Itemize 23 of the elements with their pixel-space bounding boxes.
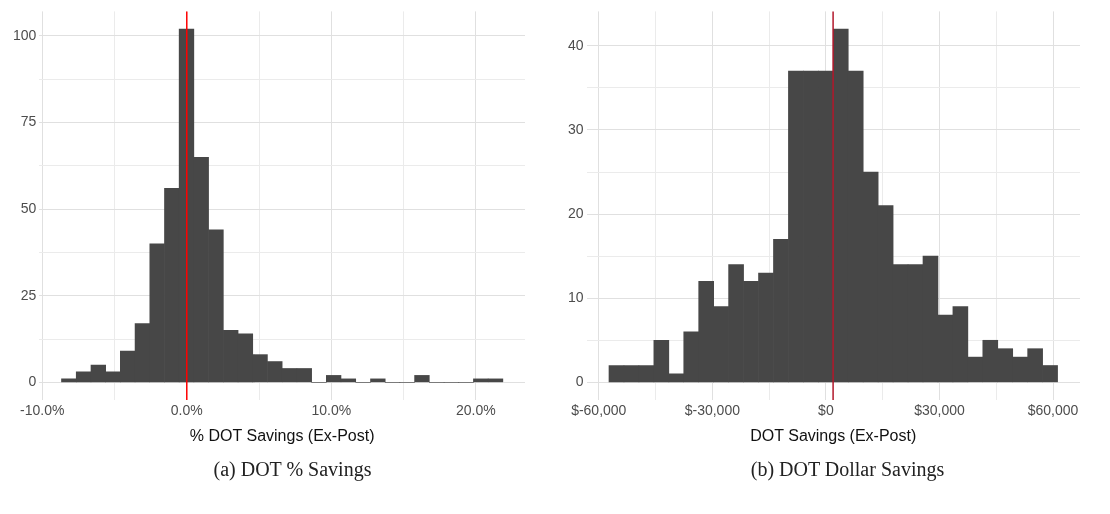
y-tick-label: 75: [20, 113, 37, 130]
text: (b) DOT Dollar Savings: [749, 458, 946, 481]
x-tick-label: -10.0%: [20, 402, 65, 419]
y-tick-label: 0: [28, 373, 37, 390]
x-tick-label: 0.0%: [170, 402, 203, 419]
y-tick-label: 40: [567, 36, 584, 53]
x-tick-label: $-60,000: [571, 402, 627, 419]
x-tick-label: 20.0%: [456, 402, 496, 419]
y-tick-label: 50: [20, 200, 37, 217]
x-tick-label: $30,000: [914, 402, 965, 419]
y-tick-label: 100: [13, 26, 37, 43]
y-tick-label: 25: [20, 286, 37, 303]
y-tick-label: 20: [567, 204, 584, 221]
x-tick-label: 10.0%: [311, 402, 352, 419]
x-axis-title: % DOT Savings (Ex-Post): [189, 426, 375, 444]
y-tick-label: 10: [567, 289, 584, 306]
y-tick-label: 0: [575, 373, 584, 390]
x-axis-title: DOT Savings (Ex-Post): [750, 426, 917, 444]
x-tick-label: $-30,000: [684, 402, 741, 419]
x-tick-label: $0: [818, 402, 834, 419]
x-tick-label: $60,000: [1027, 402, 1079, 419]
y-tick-label: 30: [567, 120, 584, 137]
text: (a) DOT % Savings: [212, 458, 373, 481]
